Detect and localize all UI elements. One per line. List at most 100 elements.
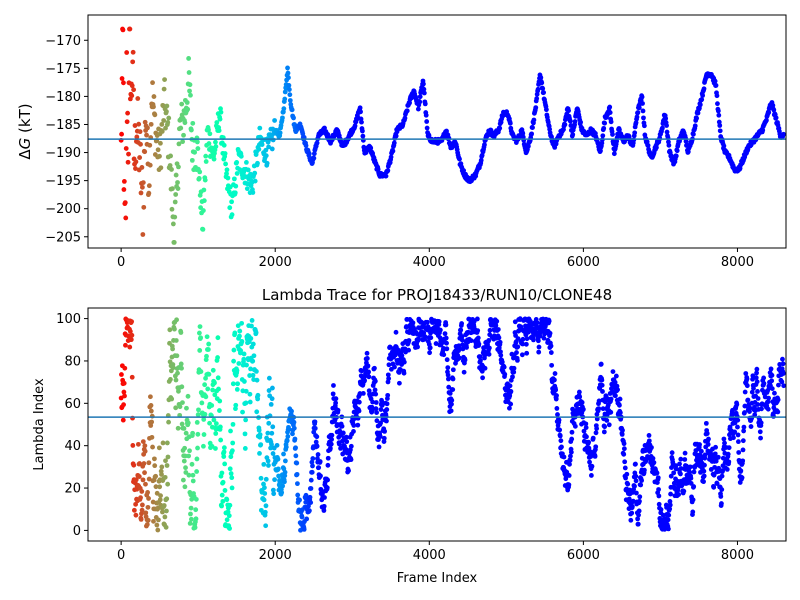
scatter-point [125,110,130,116]
y-tick-label: −190 [45,146,81,161]
scatter-point [172,214,178,220]
scatter-point [667,506,673,512]
scatter-point [497,125,503,131]
scatter-point [155,147,161,153]
scatter-point [356,408,362,414]
scatter-point [265,458,271,464]
scatter-point [119,372,124,377]
scatter-point [121,80,126,86]
scatter-point [300,131,306,137]
scatter-point [291,419,297,425]
scatter-point [343,434,349,440]
scatter-point [379,402,385,408]
scatter-point [145,504,151,510]
scatter-point [206,141,212,146]
scatter-point [138,516,144,522]
scatter-point [781,383,786,389]
scatter-point [344,439,350,445]
scatter-point [583,421,589,427]
scatter-point [739,475,745,481]
scatter-point [144,132,149,138]
scatter-point [269,430,275,436]
scatter-point [270,487,276,493]
scatter-point [216,128,222,133]
scatter-point [666,142,672,148]
scatter-point [147,142,153,148]
scatter-point [638,482,644,488]
scatter-point [508,401,514,407]
scatter-point [640,101,645,106]
scatter-point [221,142,227,148]
scatter-point [154,490,160,496]
scatter-point [725,451,731,457]
scatter-point [701,86,707,92]
scatter-point [262,485,267,491]
scatter-point [164,496,170,502]
scatter-point [140,180,146,185]
scatter-point [234,160,240,165]
scatter-point [623,475,628,481]
scatter-point [289,408,294,414]
scatter-point [607,110,613,115]
scatter-point [534,96,540,101]
scatter-point [166,419,171,425]
scatter-point [747,405,753,411]
scatter-point [297,497,302,503]
scatter-point [194,139,200,145]
scatter-point [640,108,646,114]
scatter-point [770,103,776,108]
scatter-point [270,451,276,456]
scatter-point [580,406,586,412]
scatter-point [138,495,143,501]
scatter-point [519,352,525,358]
scatter-point [677,461,682,467]
scatter-point [649,445,654,450]
scatter-point [496,335,502,341]
scatter-point [248,336,254,341]
scatter-point [168,377,173,382]
scatter-point [641,123,647,129]
scatter-point [121,187,127,192]
scatter-point [424,119,430,124]
y-tick-label: 0 [73,524,81,539]
scatter-point [735,439,741,445]
scatter-point [745,397,751,403]
scatter-point [175,370,180,376]
scatter-point [182,445,188,451]
scatter-point [185,420,191,426]
scatter-point [359,368,365,374]
scatter-point [757,429,763,435]
scatter-point [727,424,733,430]
scatter-point [173,405,179,411]
scatter-point [629,510,635,516]
scatter-point [766,110,772,115]
scatter-point [269,396,275,402]
scatter-point [317,459,323,464]
scatter-point [215,355,220,360]
scatter-point [241,351,247,357]
scatter-point [172,326,177,332]
y-tick-label: −205 [45,230,81,245]
scatter-point [634,114,640,120]
scatter-point [131,462,137,468]
scatter-point [243,400,249,406]
scatter-point [228,454,234,460]
scatter-point [666,526,671,532]
scatter-point [139,502,145,508]
x-tick-label: 2000 [259,548,292,563]
scatter-point [719,473,725,479]
scatter-point [272,477,277,483]
scatter-point [248,366,253,372]
scatter-point [422,334,428,340]
scatter-point [121,178,127,184]
scatter-point [295,492,301,498]
scatter-point [151,518,156,524]
scatter-point [215,375,221,381]
scatter-point [249,323,254,329]
scatter-point [149,413,155,419]
scatter-point [562,122,568,127]
scatter-point [133,512,139,518]
scatter-point [611,151,617,157]
scatter-point [143,481,148,487]
scatter-point [629,504,635,509]
